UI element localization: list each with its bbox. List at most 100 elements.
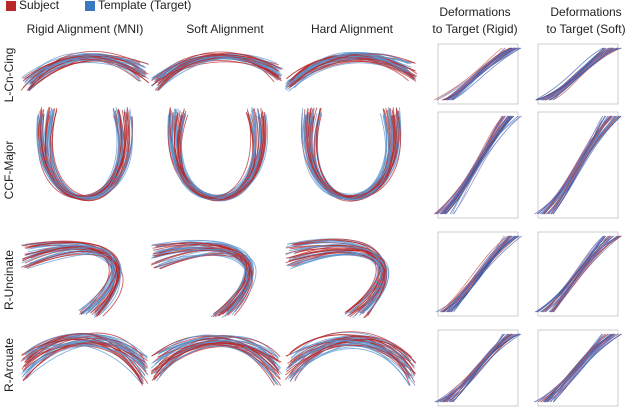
deformation-line (436, 333, 505, 403)
deformation-line (441, 115, 510, 215)
fiber (30, 55, 140, 84)
deformation-line (453, 235, 522, 313)
fiber (153, 247, 250, 313)
deformation-line (541, 47, 610, 101)
plot-frame (437, 231, 519, 317)
deformation-line (435, 115, 505, 215)
fiber (306, 108, 401, 199)
fiber (303, 113, 400, 201)
plot-frame (537, 329, 619, 407)
deformation-line (449, 333, 518, 403)
deformation-line (434, 115, 503, 215)
deformation-line (549, 333, 619, 403)
deformation-line (448, 47, 517, 101)
deformation-line (440, 333, 509, 403)
deformation-line (552, 235, 622, 313)
deformation-line (553, 47, 622, 101)
deformation-line (433, 115, 503, 215)
fiber (172, 110, 255, 201)
fiber (174, 110, 251, 198)
fiber (292, 341, 410, 386)
plot-frame (437, 43, 519, 105)
legend-swatch (6, 1, 16, 11)
fiber (152, 337, 281, 380)
deformation-line (451, 115, 520, 215)
deformation-line (448, 235, 517, 313)
fiber (287, 335, 416, 364)
deformation-line (542, 115, 612, 215)
fiber (155, 240, 249, 318)
deformation-line (450, 47, 519, 101)
deformation-line (546, 47, 615, 101)
deformation-line (434, 333, 503, 403)
plot-frame (537, 231, 619, 317)
deformation-line (552, 47, 622, 101)
deformation-line (437, 235, 506, 313)
deformation-line (534, 115, 603, 215)
fiber (285, 53, 408, 88)
plot-frame (437, 329, 519, 407)
deformation-line (543, 115, 612, 215)
deformation-line (550, 333, 619, 403)
fiber (22, 340, 141, 377)
deformation-line (533, 333, 603, 403)
illustrations (20, 43, 622, 407)
fiber (289, 53, 416, 87)
fiber (27, 245, 122, 313)
fiber (21, 241, 118, 315)
column-header: to Target (Soft) (546, 22, 625, 36)
fiber (180, 110, 260, 201)
fiber (155, 338, 277, 369)
deformation-line (550, 47, 619, 101)
fiber (22, 56, 146, 82)
fiber (156, 54, 283, 86)
plot-frame (537, 43, 619, 105)
fiber (314, 108, 393, 195)
row-label: L-Cn-Cing (2, 48, 16, 103)
deformation-line (449, 333, 518, 403)
legend-label: Subject (19, 0, 60, 12)
deformation-line (443, 333, 512, 403)
fiber (24, 252, 121, 316)
fiber (39, 109, 120, 199)
deformation-line (434, 115, 504, 215)
deformation-line (449, 333, 518, 403)
fiber (26, 55, 147, 85)
fiber (24, 339, 148, 378)
fiber (155, 242, 252, 316)
deformation-line (553, 235, 622, 313)
plot-frame (437, 111, 519, 219)
fiber (313, 107, 396, 198)
deformation-line (552, 115, 622, 215)
fiber (26, 253, 122, 314)
deformation-line (551, 115, 621, 215)
deformation-line (443, 235, 512, 313)
deformation-line (545, 47, 615, 101)
deformation-line (440, 235, 509, 313)
fiber (289, 246, 390, 313)
deformation-line (540, 333, 609, 403)
deformation-line (436, 47, 505, 101)
fiber (292, 238, 382, 312)
row-label: R-Arcuate (2, 338, 16, 392)
fiber (27, 60, 149, 91)
fiber (154, 51, 279, 83)
plot-frame (537, 111, 619, 219)
column-header: Rigid Alignment (MNI) (27, 22, 144, 36)
deformation-line (552, 235, 622, 313)
fiber (156, 345, 276, 383)
row-label: CCF-Major (2, 141, 16, 200)
fiber (309, 113, 390, 200)
fiber (153, 56, 279, 82)
fiber (290, 242, 385, 314)
deformation-line (537, 333, 606, 403)
legend-swatch (85, 1, 95, 11)
fiber (151, 335, 279, 362)
fiber (291, 334, 415, 376)
fiber (156, 55, 280, 92)
fiber (156, 247, 248, 314)
row-label: R-Uncinate (2, 250, 16, 310)
fiber (24, 337, 141, 382)
fiber (20, 345, 148, 375)
deformation-line (537, 115, 607, 215)
